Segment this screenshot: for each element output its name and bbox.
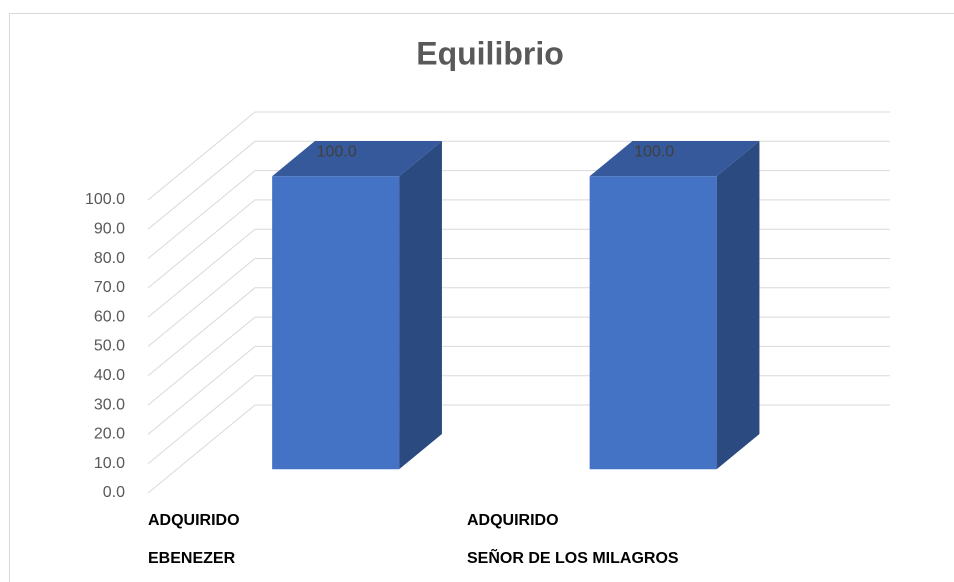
- y-tick-label: 100.0: [85, 191, 125, 208]
- data-label: 100.0: [634, 143, 674, 160]
- bar: [272, 176, 400, 470]
- y-tick-label: 20.0: [94, 426, 125, 443]
- bar-top: [272, 141, 442, 177]
- x-tick-label: ADQUIRIDO EBENEZER: [148, 512, 240, 567]
- bar: [589, 176, 717, 470]
- bar-side: [399, 141, 442, 470]
- x-tick-label: ADQUIRIDO SEÑOR DE LOS MILAGROS: [467, 512, 679, 567]
- y-tick-label: 10.0: [94, 455, 125, 472]
- y-tick-label: 90.0: [94, 221, 125, 238]
- chart-title: Equilibrio: [416, 35, 564, 71]
- y-tick-label: 50.0: [94, 338, 125, 355]
- bar-side: [716, 141, 760, 470]
- y-tick-label: 60.0: [94, 308, 125, 325]
- y-tick-label: 0.0: [103, 484, 125, 501]
- data-label: 100.0: [317, 143, 357, 160]
- grid-line: [147, 111, 890, 201]
- bar-top: [589, 141, 760, 177]
- y-tick-label: 80.0: [94, 250, 125, 267]
- y-tick-label: 70.0: [94, 279, 125, 296]
- y-tick-label: 40.0: [94, 367, 125, 384]
- chart-border: [9, 13, 954, 582]
- y-tick-label: 30.0: [94, 396, 125, 413]
